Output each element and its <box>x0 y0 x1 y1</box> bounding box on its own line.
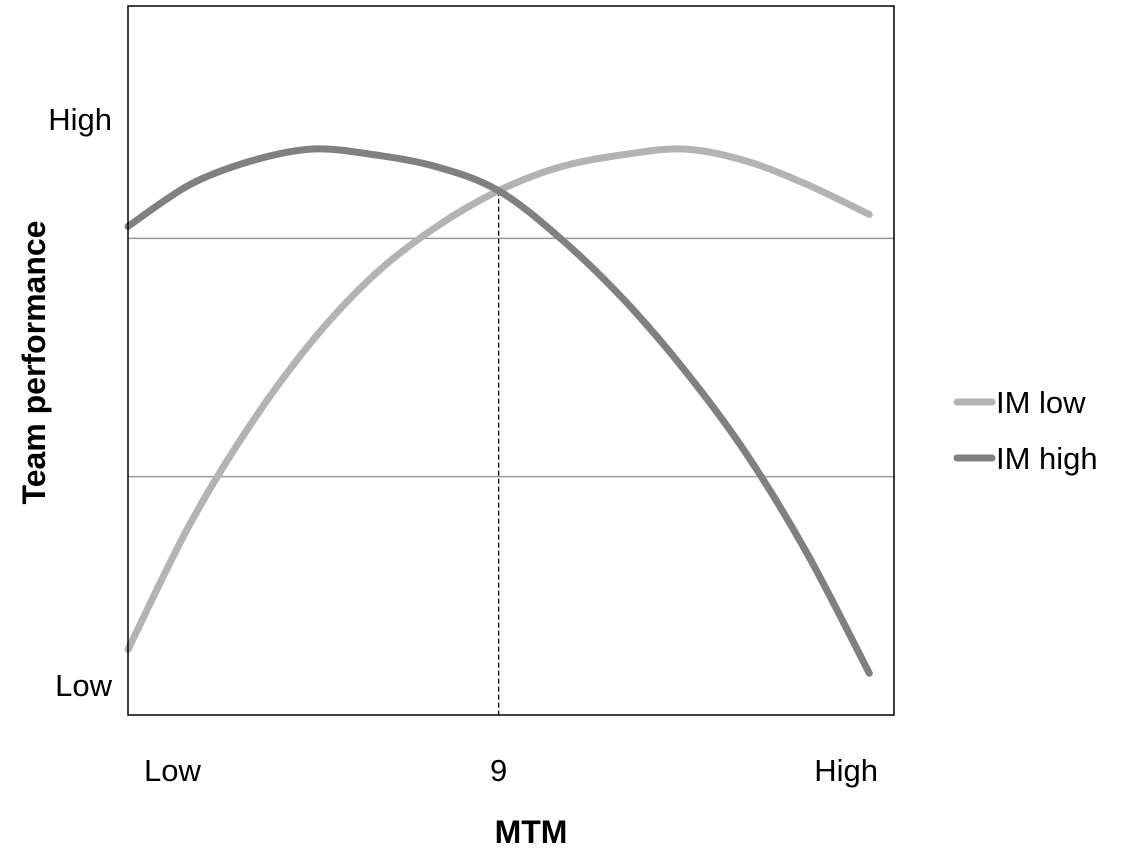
x-tick-label-1: 9 <box>490 753 507 788</box>
y-axis-title: Team performance <box>16 221 52 505</box>
x-axis-ticks: Low 9 High <box>144 753 878 788</box>
series-line-im-high <box>124 145 873 677</box>
series-line-im-low <box>124 145 873 653</box>
legend-label-im-low: IM low <box>996 385 1086 420</box>
legend-label-im-high: IM high <box>996 441 1098 476</box>
y-tick-label-1: High <box>48 102 112 137</box>
x-axis-title: MTM <box>495 814 568 850</box>
plot-area-frame <box>127 5 895 716</box>
y-tick-label-0: Low <box>55 668 112 703</box>
x-tick-label-2: High <box>814 753 878 788</box>
x-tick-label-0: Low <box>144 753 201 788</box>
grid-lines <box>128 237 894 478</box>
series-layer <box>124 145 873 677</box>
legend: IM low IM high <box>953 385 1098 476</box>
y-axis-ticks: Low High <box>48 102 112 703</box>
